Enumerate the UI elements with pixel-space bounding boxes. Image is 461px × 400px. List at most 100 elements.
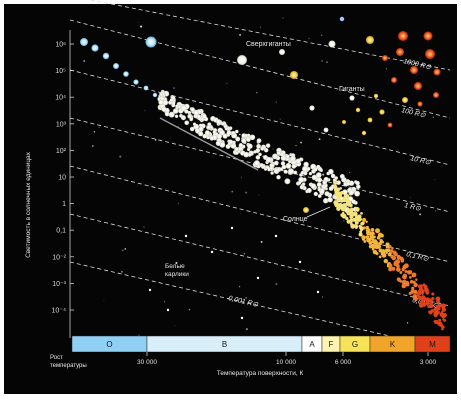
main-sequence-star	[351, 199, 356, 204]
main-sequence-star	[277, 151, 281, 155]
main-sequence-star	[314, 192, 318, 196]
y-tick-label: 10³	[56, 121, 67, 128]
main-sequence-star	[270, 171, 274, 175]
main-sequence-star	[193, 122, 196, 125]
white-dwarf-star	[231, 227, 233, 229]
main-sequence-star	[288, 168, 294, 174]
main-sequence-star	[355, 207, 360, 212]
main-sequence-star	[366, 228, 371, 233]
main-sequence-star	[394, 261, 397, 264]
y-tick-label: 10⁴	[55, 95, 66, 102]
main-sequence-star	[307, 167, 311, 171]
background-star	[138, 335, 139, 336]
background-star	[308, 38, 309, 39]
main-sequence-star	[91, 44, 98, 51]
giant-star	[396, 48, 404, 56]
main-sequence-star	[350, 218, 353, 221]
background-star	[321, 60, 323, 62]
main-sequence-star	[369, 245, 373, 249]
main-sequence-star	[334, 176, 338, 180]
main-sequence-star	[217, 134, 222, 139]
background-star	[319, 138, 321, 140]
main-sequence-star	[250, 135, 256, 141]
main-sequence-star	[428, 310, 431, 313]
main-sequence-star	[346, 199, 350, 203]
background-star	[149, 184, 150, 185]
background-star	[175, 325, 176, 326]
main-sequence-star	[362, 218, 366, 222]
giant-star	[146, 37, 157, 48]
background-star	[119, 156, 121, 158]
main-sequence-star	[340, 205, 343, 208]
main-sequence-star	[256, 144, 261, 149]
plot-area	[4, 4, 457, 394]
main-sequence-star	[406, 283, 410, 287]
main-sequence-star	[387, 249, 391, 253]
main-sequence-star	[361, 235, 365, 239]
background-star	[407, 322, 408, 323]
main-sequence-star	[436, 305, 439, 308]
main-sequence-star	[161, 107, 166, 112]
main-sequence-star	[340, 174, 345, 179]
main-sequence-star	[388, 264, 392, 268]
giant-star	[329, 41, 336, 48]
main-sequence-star	[307, 188, 312, 193]
main-sequence-star	[421, 298, 424, 301]
background-star	[244, 253, 245, 254]
main-sequence-star	[169, 112, 175, 118]
main-sequence-star	[439, 322, 442, 325]
main-sequence-star	[190, 127, 195, 132]
main-sequence-star	[207, 125, 211, 129]
main-sequence-star	[318, 188, 321, 191]
spectral-class-label: F	[329, 340, 334, 349]
giant-star	[368, 118, 373, 123]
main-sequence-star	[401, 259, 405, 263]
main-sequence-star	[144, 86, 149, 91]
giant-star	[388, 123, 393, 128]
main-sequence-star	[355, 221, 359, 225]
main-sequence-star	[417, 294, 420, 297]
main-sequence-star	[272, 154, 278, 160]
main-sequence-star	[379, 256, 382, 259]
background-star	[296, 145, 297, 146]
main-sequence-star	[431, 309, 434, 312]
x-tick-label: 10 000	[276, 359, 296, 366]
background-star	[239, 34, 241, 36]
main-sequence-star	[443, 319, 446, 322]
background-star	[121, 271, 123, 273]
main-sequence-star	[441, 314, 446, 319]
main-sequence-star	[388, 253, 392, 257]
main-sequence-star	[184, 120, 189, 125]
main-sequence-star	[197, 115, 201, 119]
main-sequence-star	[342, 212, 344, 214]
main-sequence-star	[338, 192, 342, 196]
background-star	[340, 17, 344, 21]
y-tick-label: 10²	[56, 148, 67, 155]
x-tick-label: 30 000	[137, 359, 157, 366]
white-dwarf-star	[167, 309, 169, 311]
main-sequence-star	[281, 155, 286, 160]
sun-label: Солнце	[283, 216, 308, 223]
background-star	[343, 220, 344, 221]
background-star	[241, 177, 242, 178]
main-sequence-star	[123, 71, 129, 77]
main-sequence-star	[266, 157, 272, 163]
main-sequence-star	[375, 228, 380, 233]
background-star	[83, 60, 85, 62]
main-sequence-star	[366, 235, 370, 239]
y-tick-label: 10⁵	[55, 68, 66, 75]
main-sequence-star	[276, 175, 280, 179]
giant-star	[391, 77, 397, 83]
background-star	[300, 142, 302, 144]
background-star	[434, 179, 435, 180]
main-sequence-star	[441, 304, 446, 309]
background-star	[124, 248, 126, 250]
main-sequence-star	[113, 63, 119, 69]
main-sequence-star	[202, 114, 207, 119]
background-star	[321, 35, 322, 36]
giant-star	[424, 32, 433, 41]
background-star	[245, 192, 247, 194]
spectral-class-label: M	[429, 340, 436, 349]
giant-star	[417, 101, 422, 106]
